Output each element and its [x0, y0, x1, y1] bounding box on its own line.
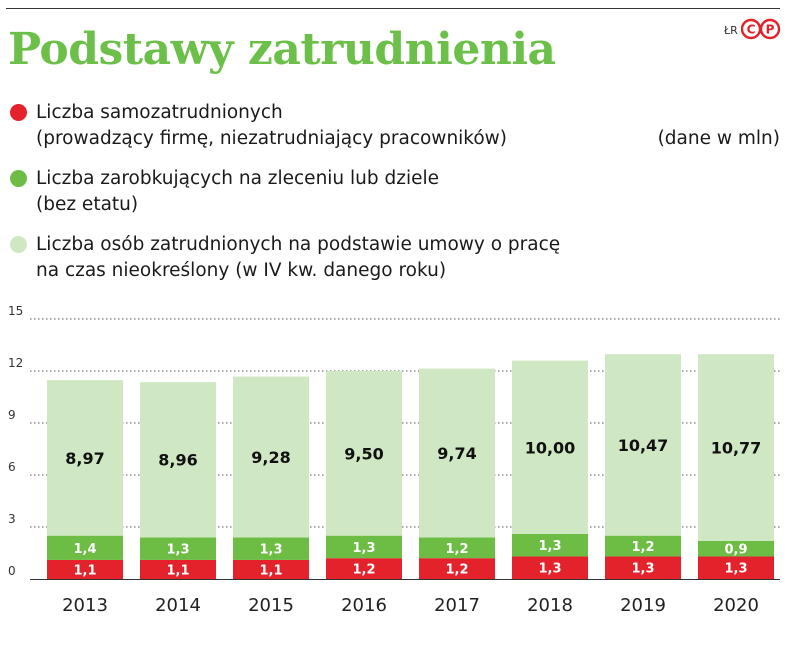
data-label: 1,2	[631, 540, 654, 555]
bar-segment-0	[47, 559, 123, 579]
data-label: 9,50	[344, 444, 383, 463]
data-label: 1,3	[259, 543, 282, 558]
x-tick-label: 2017	[434, 595, 480, 616]
data-label: 9,28	[251, 448, 290, 467]
bar-segment-2	[605, 354, 681, 536]
bar-segment-2	[233, 376, 309, 538]
bar-segment-2	[419, 368, 495, 538]
data-label: 1,1	[259, 563, 282, 578]
y-tick-label: 12	[8, 356, 23, 370]
legend-swatch-light-green	[10, 236, 27, 253]
data-label: 10,47	[618, 436, 669, 455]
y-tick-label: 0	[8, 564, 16, 578]
author-credit: ŁR	[724, 24, 738, 37]
data-label: 1,3	[166, 543, 189, 558]
data-label: 1,3	[538, 539, 561, 554]
data-label: 8,96	[158, 451, 197, 470]
bar-segment-2	[47, 380, 123, 536]
legend-label-line2: (bez etatu)	[36, 194, 139, 215]
bar-segment-1	[140, 537, 216, 560]
legend-label-line1: Liczba zarobkujących na zleceniu lub dzi…	[36, 168, 440, 189]
x-tick-label: 2018	[527, 595, 573, 616]
data-label: 1,1	[73, 563, 96, 578]
bar-segment-1	[47, 535, 123, 560]
bar-segment-1	[605, 535, 681, 557]
top-rule	[6, 8, 780, 9]
legend-label-line2: (prowadzący firmę, niezatrudniający prac…	[36, 128, 508, 149]
y-tick-label: 3	[8, 512, 16, 526]
legend-swatch-red	[10, 104, 27, 121]
data-label: 10,77	[711, 439, 762, 458]
legend-label-line1: Liczba samozatrudnionych	[36, 102, 283, 123]
legend-label-line2: na czas nieokreślony (w IV kw. danego ro…	[36, 260, 447, 281]
bar-segment-1	[419, 537, 495, 559]
data-label: 1,2	[445, 542, 468, 557]
unit-label: (dane w mln)	[657, 128, 780, 149]
data-label: 10,00	[525, 438, 576, 457]
bar-segment-2	[326, 371, 402, 536]
bar-segment-2	[698, 354, 774, 541]
legend-swatch-green	[10, 170, 27, 187]
data-label: 1,3	[352, 541, 375, 556]
y-tick-label: 6	[8, 460, 16, 474]
bar-segment-0	[326, 558, 402, 579]
data-label: 1,2	[445, 563, 468, 578]
bar-segment-1	[698, 540, 774, 557]
data-label: 9,74	[437, 444, 476, 463]
bar-segment-0	[233, 559, 309, 579]
bar-segment-0	[419, 558, 495, 579]
bar-segment-2	[512, 360, 588, 534]
data-label: 1,2	[352, 563, 375, 578]
x-tick-label: 2014	[155, 595, 201, 616]
stacked-bar-chart: 0 3 6 9 12 15 1,1 1,4 8,97 2013 1,1 1,3 8,96 2014 1,1 1…	[8, 304, 780, 616]
bar-segment-2	[140, 382, 216, 538]
x-tick-label: 2013	[62, 595, 108, 616]
x-tick-label: 2015	[248, 595, 294, 616]
bar-segment-1	[326, 535, 402, 559]
y-tick-label: 9	[8, 408, 16, 422]
data-label: 1,1	[166, 563, 189, 578]
x-tick-label: 2019	[620, 595, 666, 616]
data-label: 1,3	[538, 562, 561, 577]
bar-segment-0	[512, 556, 588, 579]
bar-segment-0	[605, 556, 681, 579]
svg-text:P: P	[766, 23, 775, 37]
svg-text:C: C	[747, 23, 756, 37]
x-tick-label: 2016	[341, 595, 387, 616]
legend-label-line1: Liczba osób zatrudnionych na podstawie u…	[36, 234, 561, 255]
data-label: 8,97	[65, 449, 104, 468]
bar-segment-1	[233, 537, 309, 560]
data-label: 1,4	[73, 542, 96, 557]
bar-segment-1	[512, 533, 588, 557]
bar-segment-0	[698, 556, 774, 579]
bar-segment-0	[140, 559, 216, 579]
data-label: 1,3	[631, 562, 654, 577]
data-label: 0,9	[724, 543, 747, 558]
y-tick-label: 15	[8, 304, 23, 318]
data-label: 1,3	[724, 562, 747, 577]
chart-title: Podstawy zatrudnienia	[8, 24, 556, 75]
x-tick-label: 2020	[713, 595, 759, 616]
publisher-logo: C P	[741, 18, 781, 40]
